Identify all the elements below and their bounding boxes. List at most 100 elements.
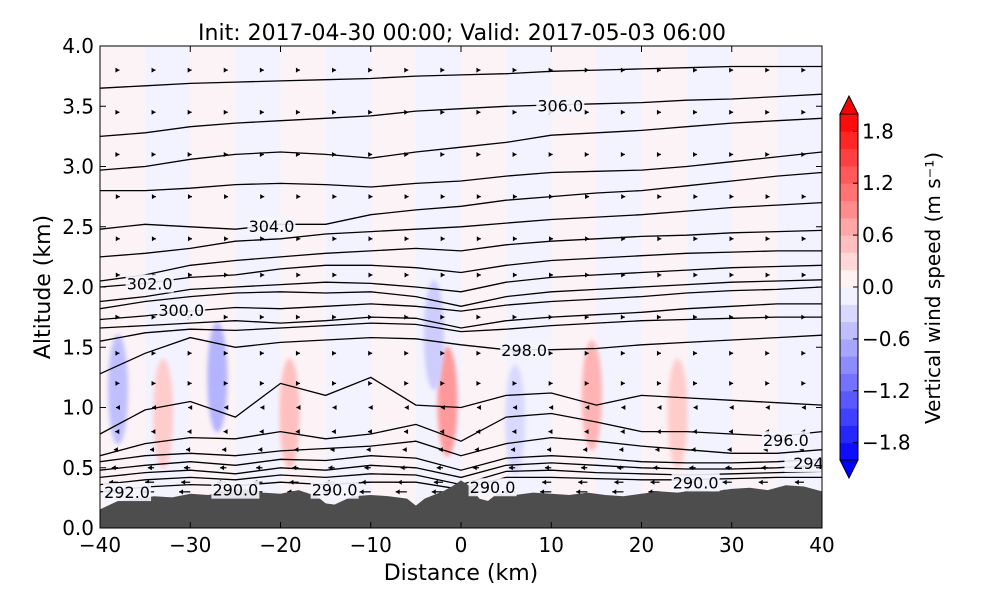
wind-arrow-head — [476, 236, 481, 242]
y-tick-label: 0.0 — [62, 516, 94, 540]
wind-arrow — [364, 465, 371, 471]
wind-arrow — [657, 236, 662, 242]
wind-arrow — [656, 151, 661, 157]
wind-arrow-head — [725, 465, 730, 471]
wind-arrow-head — [295, 380, 300, 386]
wind-arrow-head — [404, 109, 409, 115]
contour-label-bg — [125, 274, 174, 293]
wind-arrow — [440, 405, 445, 410]
contour-label: 292.0 — [104, 483, 150, 502]
wind-arrow — [440, 380, 445, 386]
y-tick-label: 2.0 — [62, 275, 94, 299]
wind-arrow — [440, 350, 445, 356]
wind-arrow — [476, 151, 481, 157]
wind-arrow — [801, 380, 806, 386]
colorbar-tick-label: −1.2 — [862, 379, 911, 403]
wind-arrow — [259, 350, 264, 356]
wind-arrow — [115, 109, 120, 115]
wind-arrow-head — [295, 67, 300, 73]
wind-arrow — [472, 465, 480, 471]
wind-arrow-head — [364, 465, 369, 471]
wind-arrow — [584, 151, 589, 157]
wind-arrow — [438, 447, 443, 453]
wind-arrow-head — [729, 67, 734, 73]
wind-arrow — [296, 236, 301, 242]
wind-arrow-head — [692, 429, 697, 435]
wind-arrow — [729, 151, 734, 157]
theta-contour-line — [100, 376, 822, 435]
wind-arrow-head — [259, 67, 264, 73]
wind-arrow-head — [296, 236, 301, 242]
wind-arrow-head — [657, 236, 662, 242]
wind-arrow-head — [619, 447, 624, 453]
wind-arrow-head — [368, 194, 373, 200]
theta-contours — [100, 65, 822, 493]
wind-arrow-head — [260, 194, 265, 200]
colorbar-segment — [840, 269, 858, 288]
wind-arrow — [801, 194, 806, 200]
contour-label-bg — [536, 96, 585, 115]
wind-arrow — [115, 67, 120, 73]
wind-arrow — [765, 109, 770, 115]
wind-arrow-head — [440, 67, 445, 73]
wind-arrow-head — [440, 350, 445, 356]
wind-arrow-head — [581, 465, 586, 471]
wind-arrow-head — [186, 447, 191, 453]
wind-arrow — [115, 151, 120, 157]
wind-arrow — [151, 151, 156, 157]
wind-arrow-head — [612, 489, 617, 495]
wind-arrow — [187, 109, 192, 115]
wind-arrow-head — [585, 194, 590, 200]
y-axis: 0.0 0.5 1.0 1.5 2.0 2.5 3.0 3.5 4.0 — [62, 34, 822, 540]
wind-arrow — [295, 67, 300, 73]
wind-arrow — [187, 67, 192, 73]
wind-arrow-head — [758, 479, 763, 485]
wind-arrow-head — [585, 272, 590, 278]
wind-arrow — [794, 479, 804, 485]
contour-label: 290.0 — [212, 481, 258, 500]
wind-arrow — [368, 272, 373, 278]
wind-arrow-head — [801, 380, 806, 386]
wind-arrow — [765, 314, 770, 320]
wind-arrow — [259, 429, 264, 435]
wind-arrow-head — [259, 314, 264, 320]
wind-arrow-head — [765, 236, 770, 242]
wind-cell — [279, 358, 300, 469]
wind-arrow-head — [729, 109, 734, 115]
wind-arrow-head — [693, 380, 698, 386]
wind-arrow-head — [728, 429, 733, 435]
wind-arrow-head — [693, 350, 698, 356]
wind-arrow — [692, 429, 697, 435]
colorbar-segment — [840, 183, 858, 201]
wind-arrow-head — [440, 236, 445, 242]
wind-arrow-head — [332, 194, 337, 200]
wind-arrow-head — [722, 479, 727, 485]
wind-arrow — [548, 67, 553, 73]
wind-arrow-head — [259, 151, 264, 157]
wind-arrow — [476, 109, 481, 115]
wind-arrow-head — [621, 272, 626, 278]
wind-arrow — [332, 380, 337, 386]
wind-arrow — [693, 109, 698, 115]
field-band — [415, 46, 462, 528]
wind-arrow-head — [224, 194, 229, 200]
wind-arrow — [729, 314, 734, 320]
wind-arrow — [548, 350, 553, 356]
wind-arrow — [549, 194, 553, 200]
wind-arrow-head — [794, 479, 799, 485]
wind-arrow-head — [404, 314, 409, 320]
wind-arrow-head — [368, 314, 373, 320]
wind-arrow-head — [115, 314, 120, 320]
colorbar-segment — [840, 287, 858, 305]
wind-arrow-head — [548, 429, 553, 435]
wind-arrow — [801, 405, 806, 410]
wind-arrow — [223, 67, 228, 73]
wind-arrow-head — [765, 405, 770, 410]
wind-arrow — [656, 67, 661, 73]
wind-arrow-head — [431, 489, 436, 495]
wind-arrow — [585, 405, 590, 410]
wind-arrow — [583, 447, 588, 453]
wind-arrow-head — [438, 447, 443, 453]
wind-arrow — [656, 350, 661, 356]
wind-arrow-head — [223, 151, 228, 157]
